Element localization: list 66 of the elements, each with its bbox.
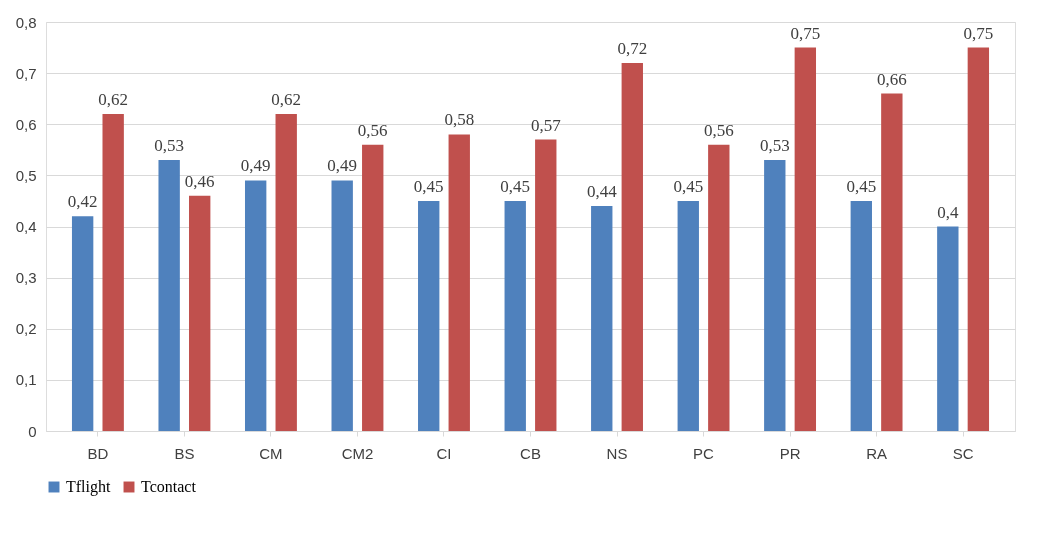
y-tick-label: 0,8 (15, 13, 37, 31)
y-tick-label: 0,1 (15, 371, 37, 389)
bar (850, 200, 872, 431)
bar (331, 180, 353, 431)
bar (158, 160, 180, 431)
data-label: 0,53 (759, 136, 790, 156)
bar (967, 47, 990, 431)
data-label: 0,53 (154, 136, 185, 156)
bar (102, 114, 124, 431)
data-label: 0,45 (846, 176, 877, 196)
bar (794, 47, 817, 431)
data-label: 0,56 (703, 120, 734, 140)
legend-label: Tcontact (141, 478, 197, 495)
data-label: 0,56 (357, 120, 388, 140)
x-tick-label: PC (693, 444, 715, 462)
bar (275, 114, 297, 431)
bar (504, 200, 526, 431)
data-label: 0,75 (790, 23, 821, 43)
y-tick-label: 0,5 (15, 166, 37, 184)
y-tick-label: 0 (28, 422, 37, 440)
bar (591, 206, 613, 431)
bar (764, 160, 786, 431)
bar (708, 144, 730, 431)
data-label: 0,58 (444, 110, 475, 130)
bar (677, 200, 699, 431)
x-tick-label: PR (779, 444, 801, 462)
bar (418, 200, 440, 431)
bar (244, 180, 267, 431)
bar (448, 134, 470, 431)
bar (362, 144, 384, 431)
data-label: 0,42 (67, 192, 98, 212)
bar (621, 62, 643, 431)
data-label: 0,57 (530, 115, 562, 135)
bar (535, 139, 557, 431)
x-tick-label: RA (866, 444, 887, 462)
x-tick-label: CM (259, 444, 283, 462)
data-label: 0,49 (327, 156, 358, 176)
y-tick-label: 0,3 (15, 269, 37, 287)
y-tick-label: 0,4 (15, 218, 37, 235)
x-tick-label: BS (174, 444, 195, 462)
data-label: 0,44 (586, 182, 618, 202)
data-label: 0,62 (98, 90, 129, 110)
x-tick-label: NS (606, 444, 628, 462)
data-label: 0,49 (240, 156, 271, 176)
data-label: 0,66 (876, 69, 907, 89)
data-label: 0,45 (413, 176, 444, 196)
bar (881, 93, 903, 431)
data-label: 0,72 (617, 38, 648, 58)
legend-label: Tflight (66, 478, 111, 496)
y-tick-label: 0,6 (15, 115, 37, 133)
bar (189, 195, 211, 431)
data-label: 0,46 (184, 171, 215, 191)
data-label: 0,45 (673, 176, 704, 196)
data-label: 0,62 (271, 90, 302, 110)
bar (937, 226, 959, 431)
x-tick-label: BD (87, 444, 109, 462)
x-tick-label: SC (952, 444, 974, 462)
y-tick-label: 0,7 (15, 64, 37, 82)
x-tick-label: CM2 (341, 444, 374, 462)
y-tick-label: 0,2 (15, 320, 37, 338)
data-label: 0,4 (937, 202, 959, 222)
data-label: 0,45 (500, 176, 531, 196)
data-label: 0,75 (963, 23, 994, 43)
bar (71, 216, 94, 431)
x-tick-label: CB (520, 444, 541, 462)
x-tick-label: CI (436, 444, 452, 462)
